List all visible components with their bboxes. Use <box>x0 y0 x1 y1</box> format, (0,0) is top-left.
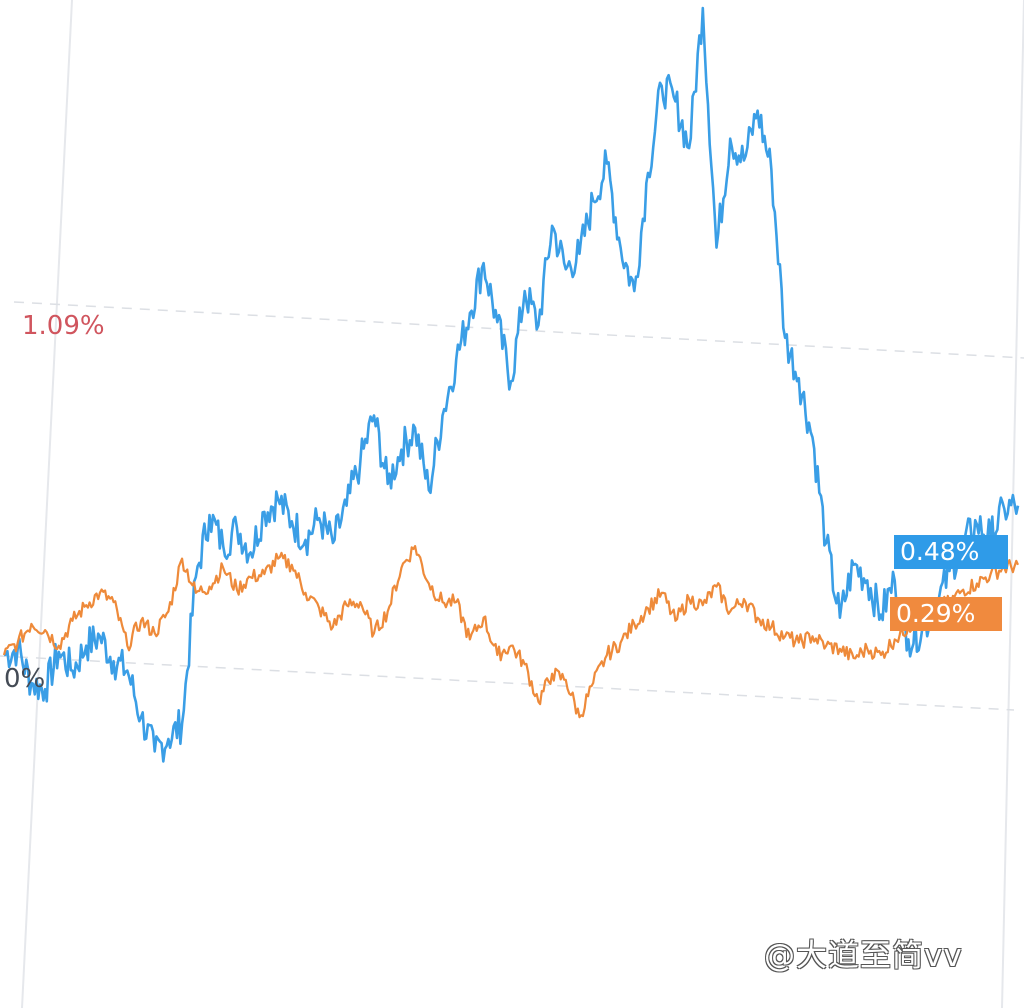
blue-series-end-label: 0.48% <box>894 535 1008 569</box>
horizontal-grid-line-1 <box>0 655 1015 711</box>
watermark-text: @大道至简vv <box>764 938 963 974</box>
y-tick-label-top: 1.09% <box>22 311 105 341</box>
orange-series-end-label: 0.29% <box>890 597 1002 631</box>
blue-series-line <box>3 6 1020 763</box>
vertical-grid-line-1 <box>1001 0 1024 1008</box>
vertical-grid-line-0 <box>21 0 73 1008</box>
orange-series-line <box>2 544 1020 719</box>
y-tick-label-zero: 0% <box>4 664 46 694</box>
